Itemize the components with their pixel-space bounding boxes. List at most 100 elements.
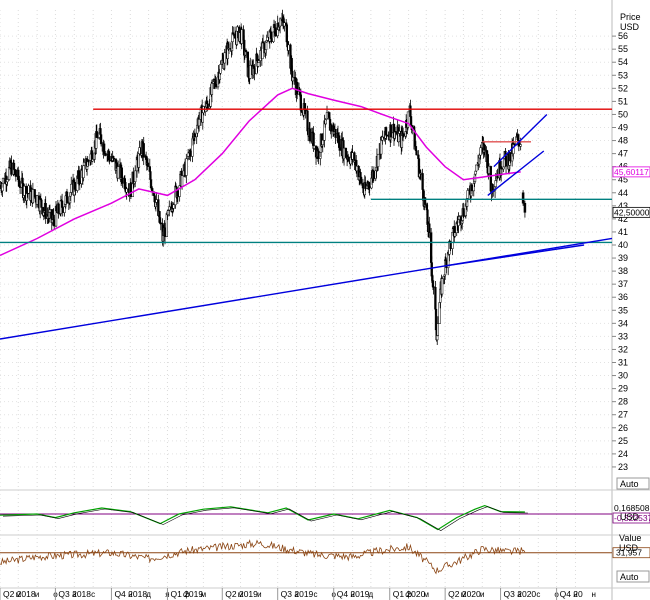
candle-body: [313, 145, 316, 149]
oscillator-last-value: 0,168508: [614, 503, 650, 513]
price-tick-label: 26: [618, 423, 628, 433]
oscillator-zero-tag: [612, 512, 650, 524]
candle-body: [232, 32, 235, 35]
candle-body: [134, 170, 137, 182]
candle-body: [419, 173, 422, 175]
candle-body: [48, 209, 52, 213]
price-tick-label: 34: [618, 318, 628, 328]
month-label: н: [350, 590, 354, 599]
candle-body: [266, 37, 269, 41]
price-tick-label: 51: [618, 96, 628, 106]
price-tick-label: 44: [618, 188, 628, 198]
price-tick-label: 50: [618, 109, 628, 119]
price-tag: 45,60117: [612, 166, 650, 178]
price-tick-label: 28: [618, 397, 628, 407]
price-tick-label: 48: [618, 136, 628, 146]
month-label: н: [128, 590, 132, 599]
candle-body: [402, 133, 405, 137]
quarter-label: Q3 2020: [504, 589, 537, 599]
candle-body: [287, 44, 290, 51]
price-tick-label: 43: [618, 201, 628, 211]
candle-body: [125, 188, 128, 193]
candle-body: [257, 62, 260, 67]
candle-body: [415, 150, 418, 156]
candle-body: [483, 144, 486, 151]
quarter-label: Q3 2019: [281, 589, 314, 599]
candle-body: [338, 147, 341, 151]
candle-body: [359, 176, 363, 184]
candle-body: [257, 60, 260, 63]
candle-body: [423, 197, 427, 205]
oscillator-panel[interactable]: 0,168508-0,322537: [0, 503, 650, 531]
candle-body: [189, 150, 192, 157]
candle-body: [210, 83, 214, 95]
price-tick-label: 36: [618, 292, 628, 302]
candle-body: [215, 83, 218, 88]
month-label: м: [238, 590, 244, 599]
candle-body: [146, 162, 150, 167]
candle-body: [351, 152, 354, 160]
candle-body: [227, 48, 231, 50]
oscillator-zero-value: -0,322537: [614, 513, 650, 523]
month-label: а: [72, 590, 77, 599]
candle-body: [33, 189, 36, 197]
candle-body: [519, 144, 522, 147]
candle-body: [18, 186, 22, 188]
candle-body: [394, 131, 397, 133]
candle-body: [421, 173, 424, 190]
price-tick-label: 47: [618, 149, 628, 159]
candle-body: [479, 147, 482, 156]
price-panel[interactable]: [0, 9, 613, 345]
value-line: [0, 539, 526, 575]
candle-body: [23, 185, 26, 196]
candle-body: [82, 162, 86, 166]
candle-body: [521, 192, 525, 204]
candle-body: [504, 156, 508, 167]
price-tick-label: 39: [618, 253, 628, 263]
candle-body: [74, 189, 77, 191]
quarter-label: Q2 2020: [448, 589, 481, 599]
volume-value-panel[interactable]: 31,957: [0, 539, 650, 575]
price-tick-label: 37: [618, 279, 628, 289]
oscillator-auto-label: Auto: [620, 479, 639, 489]
value-last-value: 31,957: [616, 548, 642, 558]
candle-body: [53, 219, 56, 227]
candle-body: [197, 119, 201, 127]
value-auto-button[interactable]: [616, 570, 650, 583]
candle-body: [159, 222, 162, 224]
month-label: м: [424, 590, 430, 599]
candle-body: [364, 182, 367, 189]
price-tick-label: 42: [618, 214, 628, 224]
candle-body: [440, 278, 444, 295]
candle-body: [112, 158, 116, 160]
candle-body: [61, 207, 64, 213]
month-label: ф: [183, 590, 190, 599]
candle-body: [116, 166, 120, 179]
oscillator-auto-button[interactable]: [616, 477, 650, 490]
price-tick-label: 38: [618, 266, 628, 276]
price-tick-label: 56: [618, 31, 628, 41]
candle-body: [274, 33, 278, 37]
price-tick-label: 25: [618, 436, 628, 446]
candle-body: [6, 179, 9, 183]
month-label: а: [517, 590, 522, 599]
candle-body: [466, 190, 469, 199]
quarter-label: Q1 2020: [393, 589, 426, 599]
candle-body: [31, 189, 35, 204]
candle-body: [65, 191, 69, 204]
oscillator-unit: USD: [620, 512, 640, 522]
candle-body: [384, 127, 388, 136]
candle-body: [317, 150, 320, 159]
candle-body: [78, 180, 81, 184]
channel-line: [487, 150, 545, 196]
candle-body: [163, 227, 167, 237]
candle-body: [398, 130, 401, 134]
candle-body: [434, 287, 437, 310]
candle-body: [185, 158, 188, 176]
trendline-line: [445, 244, 585, 267]
candle-body: [253, 68, 256, 75]
quarter-label: Q4 20: [560, 589, 583, 599]
